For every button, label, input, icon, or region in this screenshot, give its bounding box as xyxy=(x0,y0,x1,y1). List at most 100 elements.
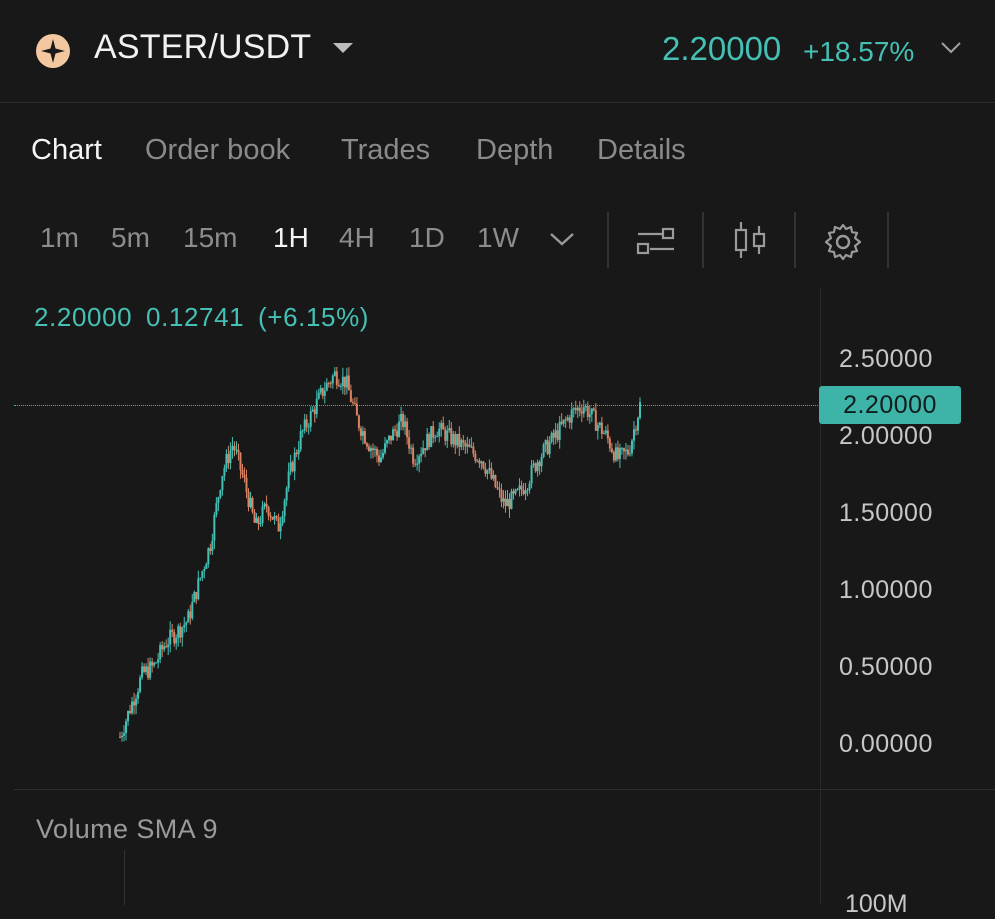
candle-body xyxy=(135,698,138,706)
candle-body xyxy=(568,417,571,423)
candlestick-icon[interactable] xyxy=(732,220,768,260)
timeframe-1d[interactable]: 1D xyxy=(409,222,445,253)
candle-body xyxy=(468,444,471,447)
candle-body xyxy=(388,435,391,441)
candle-body xyxy=(532,463,535,466)
candle-body xyxy=(566,417,569,421)
candle-body xyxy=(219,490,222,498)
chevron-down-icon[interactable] xyxy=(548,228,576,250)
candle-body xyxy=(263,503,266,507)
candle-body xyxy=(361,431,364,436)
gear-icon[interactable] xyxy=(823,222,863,262)
candle-body xyxy=(470,446,473,448)
candle-body xyxy=(552,432,555,438)
candle-body xyxy=(347,375,350,391)
timeframe-5m[interactable]: 5m xyxy=(111,222,150,253)
candle-body xyxy=(231,445,234,451)
candle-body xyxy=(594,410,597,431)
candle-body xyxy=(139,677,142,692)
candle-body xyxy=(560,421,563,424)
candle-body xyxy=(486,470,489,474)
tab-depth[interactable]: Depth xyxy=(476,134,554,166)
candle-body xyxy=(259,522,262,525)
candle-body xyxy=(444,429,447,441)
chevron-down-icon[interactable] xyxy=(940,40,962,56)
candle-body xyxy=(624,449,627,452)
candle-body xyxy=(301,430,304,432)
candle-body xyxy=(508,498,511,509)
candle-body xyxy=(450,428,453,445)
candle-body xyxy=(602,433,605,435)
candle-body xyxy=(518,485,521,490)
candle-body xyxy=(261,506,264,523)
candle-body xyxy=(213,514,216,541)
tab-chart[interactable]: Chart xyxy=(31,134,102,166)
candle-body xyxy=(341,376,344,387)
candle-body xyxy=(353,402,356,404)
candle-body xyxy=(145,666,148,673)
candle-body xyxy=(432,426,435,438)
candle-body xyxy=(191,602,194,619)
candle-body xyxy=(596,425,599,431)
tab-trades[interactable]: Trades xyxy=(341,134,431,166)
candle-body xyxy=(474,453,477,461)
candle-body xyxy=(173,631,176,644)
candle-body xyxy=(466,444,469,447)
candle-body xyxy=(438,428,441,437)
indicator-settings-icon[interactable] xyxy=(636,224,676,258)
candle-body xyxy=(303,419,306,431)
pair-dropdown-icon[interactable] xyxy=(333,43,353,53)
candle-body xyxy=(636,417,639,431)
tab-details[interactable]: Details xyxy=(597,134,686,166)
candle-body xyxy=(538,462,541,467)
candle-body xyxy=(430,426,433,447)
candle-body xyxy=(512,491,515,494)
candle-body xyxy=(273,516,276,520)
tab-order-book[interactable]: Order book xyxy=(145,134,291,166)
timeframe-1w[interactable]: 1W xyxy=(477,222,519,253)
pair-selector[interactable]: ASTER/USDT xyxy=(94,28,312,66)
candle-body xyxy=(630,440,633,454)
timeframe-15m[interactable]: 15m xyxy=(183,222,238,253)
candle-body xyxy=(333,371,336,376)
candle-body xyxy=(476,460,479,462)
candle-body xyxy=(155,662,158,664)
candle-body xyxy=(223,468,226,477)
candle-body xyxy=(233,445,236,450)
candle-body xyxy=(167,644,170,648)
candle-body xyxy=(235,449,238,451)
candle-body xyxy=(217,497,220,504)
candle-body xyxy=(319,388,322,393)
candle-body xyxy=(305,419,308,427)
timeframe-1h[interactable]: 1H xyxy=(273,222,309,253)
candle-body xyxy=(225,454,228,469)
candle-body xyxy=(604,430,607,434)
candle-body xyxy=(386,440,389,444)
candle-body xyxy=(402,413,405,428)
candle-body xyxy=(297,449,300,455)
candle-body xyxy=(542,444,545,457)
candle-body xyxy=(390,435,393,441)
timeframe-4h[interactable]: 4H xyxy=(339,222,375,253)
candle-body xyxy=(412,447,415,464)
candle-body xyxy=(243,474,246,478)
candle-body xyxy=(520,485,523,490)
price-chart[interactable] xyxy=(0,287,820,787)
candle-body xyxy=(279,523,282,532)
candle-body xyxy=(257,517,260,525)
candle-body xyxy=(472,446,475,454)
candle-body xyxy=(287,471,290,489)
candle-body xyxy=(632,429,635,441)
candle-body xyxy=(355,403,358,416)
candle-body xyxy=(480,461,483,464)
timeframe-1m[interactable]: 1m xyxy=(40,222,79,253)
candle-body xyxy=(626,449,629,455)
candle-body xyxy=(558,421,561,440)
candle-body xyxy=(121,735,124,738)
price-axis-divider xyxy=(820,287,821,905)
candle-body xyxy=(598,422,601,426)
candle-body xyxy=(151,661,154,666)
candle-body xyxy=(492,475,495,479)
candle-body xyxy=(572,408,575,410)
candle-body xyxy=(606,430,609,439)
